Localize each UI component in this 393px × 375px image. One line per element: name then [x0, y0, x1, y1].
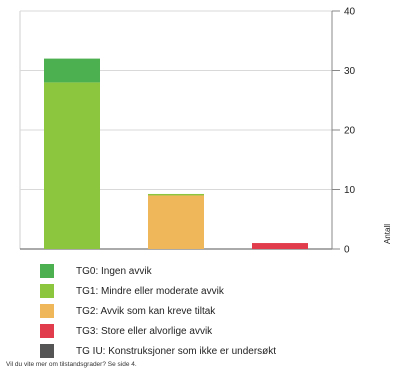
- legend-swatch-tg3: [40, 324, 54, 338]
- y-tick-label-0: 0: [344, 245, 350, 256]
- legend-label-tg3: TG3: Store eller alvorlige avvik: [76, 325, 213, 337]
- bar-2-series-4: [252, 243, 308, 249]
- legend-swatch-tg2: [40, 304, 54, 318]
- legend-swatch-tg0: [40, 264, 54, 278]
- y-tick-label-10: 10: [344, 185, 356, 196]
- legend-item-tg0: TG0: Ingen avvik: [40, 261, 276, 281]
- legend-item-tgiu: TG IU: Konstruksjoner som ikke er unders…: [40, 341, 276, 361]
- bar-1-series-2: [148, 195, 204, 249]
- legend-swatch-tg1: [40, 284, 54, 298]
- y-tick-label-30: 30: [344, 66, 356, 77]
- bar-0-series-0: [44, 82, 100, 250]
- bar-1-series-3: [148, 193, 204, 196]
- legend-label-tg1: TG1: Mindre eller moderate avvik: [76, 285, 224, 297]
- legend-swatch-tgiu: [40, 344, 54, 358]
- bar-chart: 0 10 20 30 40 Antall: [19, 7, 392, 256]
- legend-item-tg2: TG2: Avvik som kan kreve tiltak: [40, 301, 276, 321]
- y-axis-label: Antall: [383, 224, 392, 244]
- legend-item-tg1: TG1: Mindre eller moderate avvik: [40, 281, 276, 301]
- footnote: Vil du vite mer om tilstandsgrader? Se s…: [6, 361, 137, 368]
- legend-label-tg0: TG0: Ingen avvik: [76, 265, 152, 277]
- y-tick-label-40: 40: [344, 7, 356, 18]
- bar-0-series-1: [44, 58, 100, 83]
- y-tick-label-20: 20: [344, 126, 356, 137]
- legend-label-tg2: TG2: Avvik som kan kreve tiltak: [76, 305, 216, 317]
- chart-legend: TG0: Ingen avvik TG1: Mindre eller moder…: [40, 261, 276, 361]
- legend-item-tg3: TG3: Store eller alvorlige avvik: [40, 321, 276, 341]
- legend-label-tgiu: TG IU: Konstruksjoner som ikke er unders…: [76, 345, 277, 357]
